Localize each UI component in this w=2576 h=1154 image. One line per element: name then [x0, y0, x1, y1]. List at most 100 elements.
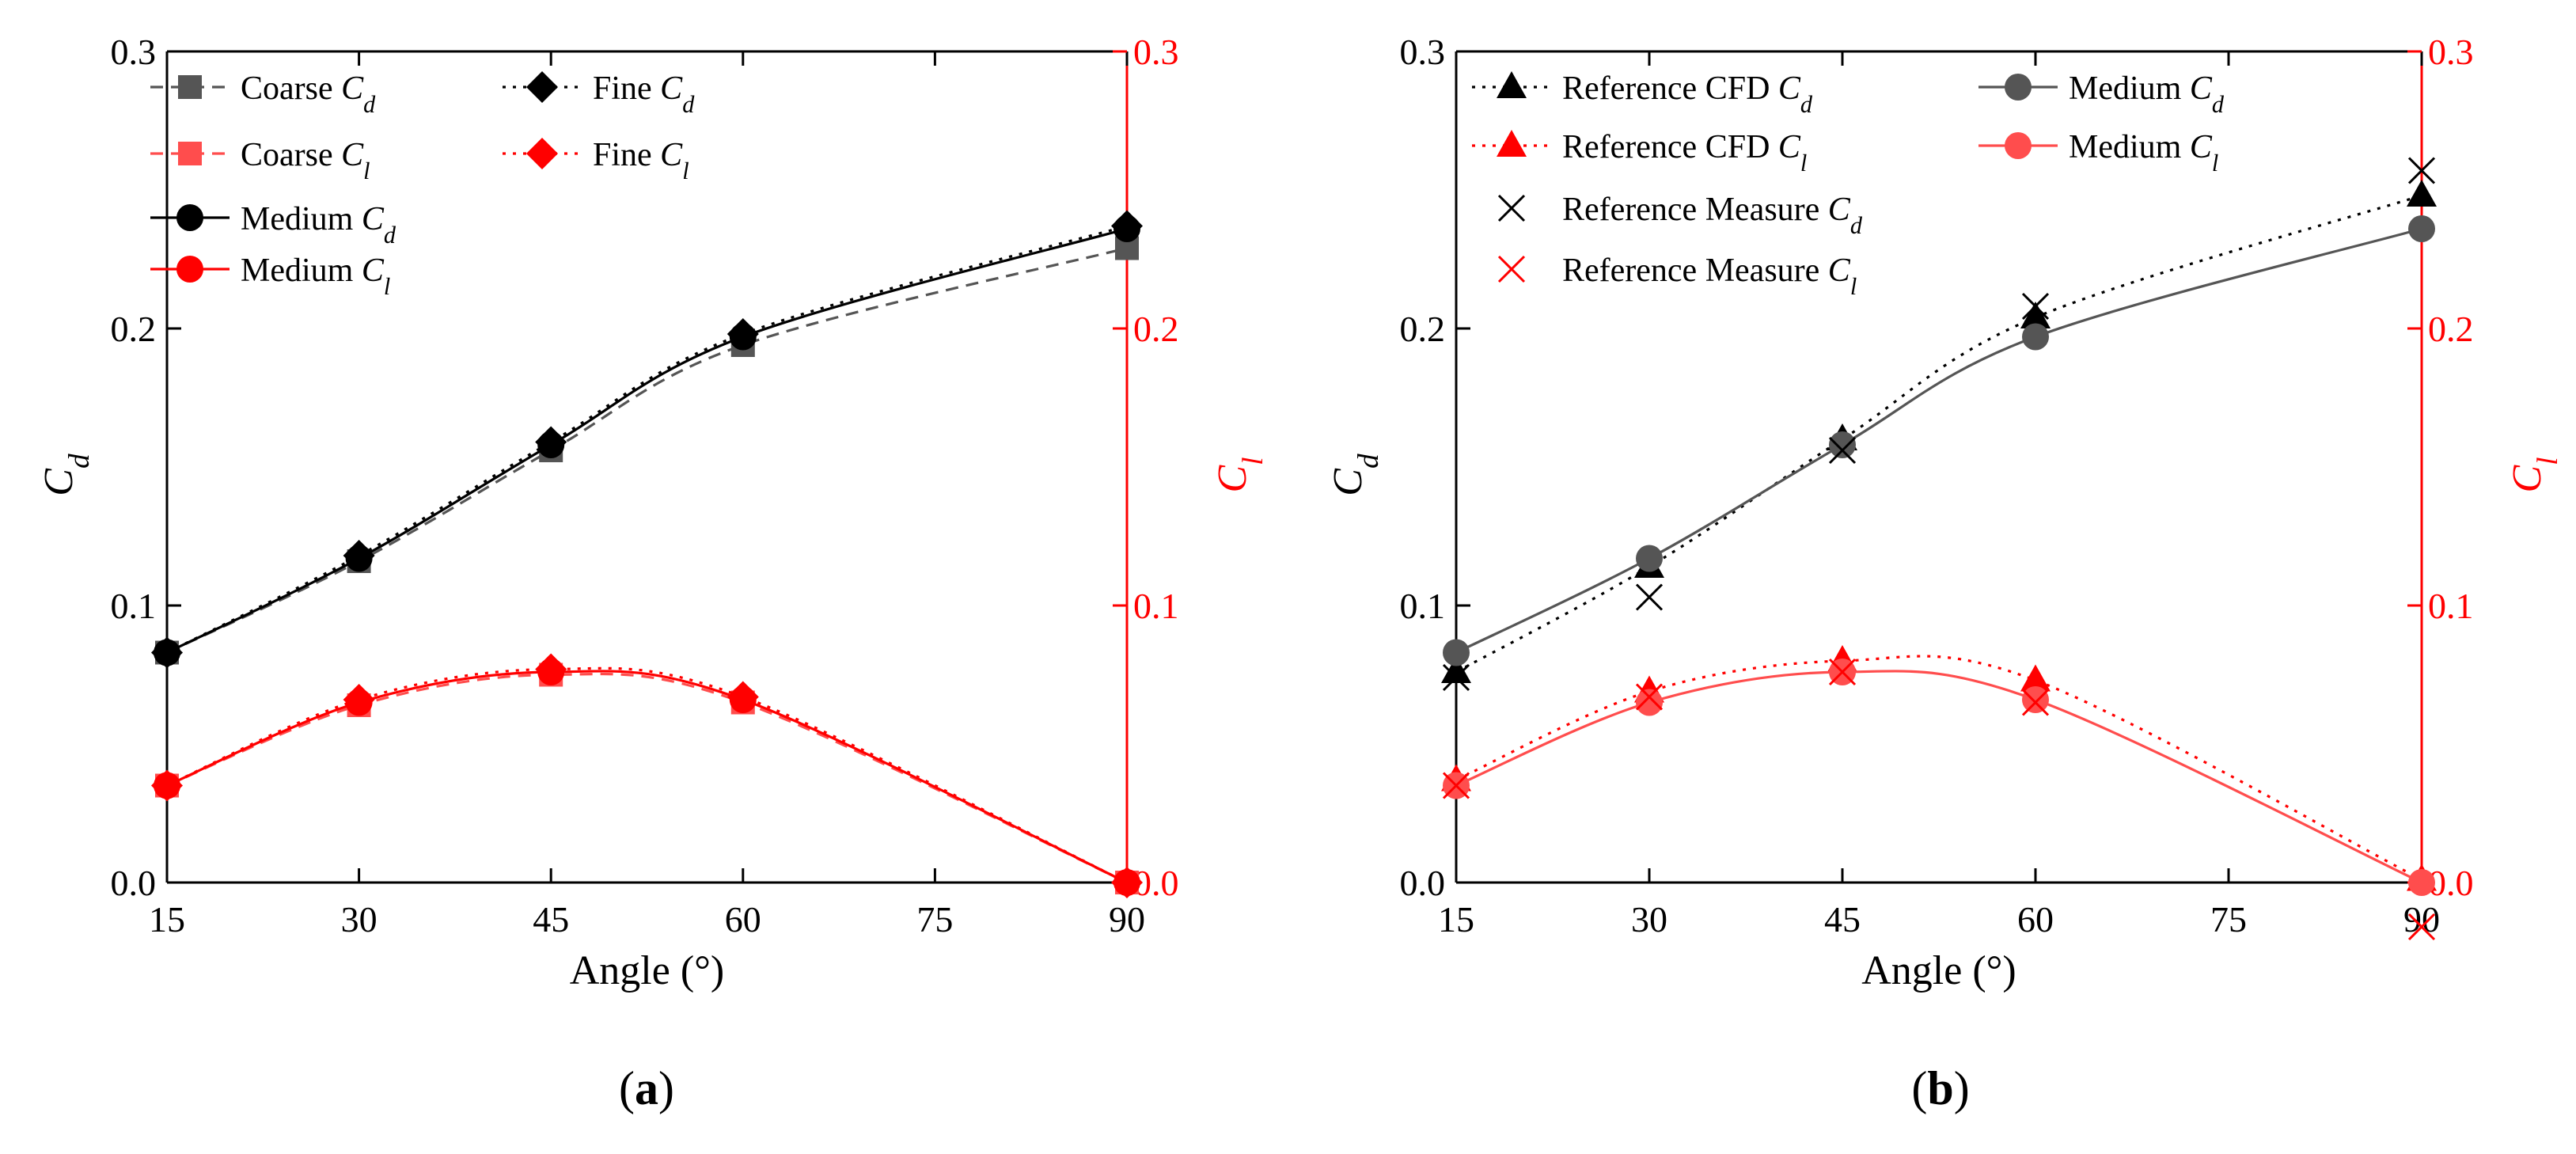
- y-axis-label-left-c: C: [1326, 468, 1371, 496]
- legend-marker: [2005, 132, 2032, 159]
- data-point: [2408, 215, 2435, 242]
- legend-label: Medium Cd: [2069, 70, 2225, 118]
- legend-item: Reference CFD Cl: [1472, 129, 1807, 177]
- data-point: [1636, 545, 1663, 572]
- legend-label-c: C: [362, 201, 385, 237]
- legend-label-base: Coarse: [241, 137, 341, 173]
- y-tick-label-right: 0.3: [1133, 32, 1179, 72]
- panel-caption: (b): [1911, 1062, 1969, 1114]
- legend-label-base: Reference CFD: [1562, 129, 1778, 165]
- data-point: [1635, 583, 1664, 611]
- x-tick-label: 75: [2210, 899, 2247, 940]
- legend-item: Fine Cd: [503, 70, 695, 118]
- data-point: [2408, 869, 2435, 896]
- y-tick-label-right: 0.2: [2428, 309, 2474, 349]
- series-line: [166, 227, 1128, 654]
- legend-item: Reference Measure Cd: [1497, 192, 1863, 239]
- x-tick-label: 90: [2403, 899, 2440, 940]
- series-medium-c-l: [154, 659, 1140, 896]
- legend-label-c: C: [341, 70, 364, 107]
- data-point: [345, 689, 373, 716]
- y-tick-label-left: 0.3: [111, 32, 157, 72]
- legend-marker: [176, 204, 203, 231]
- legend-label-base: Fine: [593, 70, 660, 107]
- series-reference-measure-c-d: [1442, 157, 2436, 692]
- data-point: [537, 659, 565, 685]
- y-tick-label-left: 0.2: [111, 309, 157, 349]
- y-axis-label-left-sub: d: [63, 454, 96, 469]
- data-point: [1636, 689, 1663, 716]
- legend-label-sub: d: [363, 91, 376, 118]
- legend-label-base: Reference Measure: [1562, 252, 1828, 289]
- caption-letter: b: [1927, 1062, 1953, 1114]
- legend-item: Reference Measure Cl: [1497, 252, 1857, 300]
- legend-marker: [1497, 71, 1527, 98]
- legend-marker: [176, 256, 203, 283]
- legend-label-c: C: [2190, 129, 2213, 165]
- x-tick-label: 60: [725, 899, 761, 940]
- legend: Reference CFD Cd Medium Cd Reference CFD C…: [1472, 70, 2225, 300]
- legend-label-base: Medium: [241, 252, 362, 289]
- x-tick-label: 75: [916, 899, 953, 940]
- legend-label-base: Medium: [241, 201, 362, 237]
- series-line: [166, 670, 1128, 884]
- y-tick-label-right: 0.1: [1133, 586, 1179, 626]
- legend-label-c: C: [1778, 129, 1801, 165]
- series-line: [166, 224, 1128, 654]
- legend-label-c: C: [1828, 252, 1851, 289]
- legend-label-c: C: [341, 137, 364, 173]
- series-line: [1455, 670, 2422, 884]
- y-axis-label-right: Cl: [1210, 457, 1269, 492]
- legend-label: Medium Cl: [241, 252, 390, 300]
- legend-marker: [178, 75, 202, 99]
- x-tick-label: 30: [341, 899, 377, 940]
- chart-panel-b: 15 30 45 60 75 900.0 0.00.1 0.10.2 0.20.3 0.3Angl…: [1326, 32, 2564, 993]
- series-coarse-c-d: [155, 236, 1139, 665]
- series-reference-measure-c-l: [1442, 658, 2436, 941]
- data-point: [1441, 656, 1471, 683]
- caption-open: (: [619, 1062, 635, 1114]
- data-point: [2022, 686, 2049, 713]
- y-axis-label-left: Cd: [36, 454, 96, 496]
- legend-item: Medium Cd: [150, 201, 396, 249]
- legend-label-c: C: [1828, 192, 1851, 228]
- data-point: [154, 639, 180, 666]
- data-point: [154, 772, 180, 799]
- panel-caption: (a): [619, 1062, 674, 1114]
- legend-label-base: Coarse: [241, 70, 341, 107]
- legend-label-base: Medium: [2069, 129, 2190, 165]
- legend-marker: [1497, 130, 1527, 157]
- data-point: [1113, 215, 1140, 242]
- x-axis-label: Angle (°): [570, 948, 725, 993]
- y-tick-label-left: 0.1: [111, 586, 157, 626]
- legend-item: Medium Cl: [150, 252, 390, 300]
- series-line: [166, 666, 1128, 884]
- series-medium-c-d: [1443, 215, 2435, 666]
- x-tick-label: 45: [1824, 899, 1861, 940]
- legend-item: Coarse Cd: [150, 70, 376, 118]
- legend-marker: [526, 138, 558, 169]
- data-point: [729, 686, 757, 713]
- y-tick-label-right: 0.2: [1133, 309, 1179, 349]
- legend-marker: [1497, 255, 1526, 283]
- y-tick-label-left: 0.3: [1400, 32, 1446, 72]
- data-point: [1442, 772, 1470, 799]
- x-tick-label: 30: [1631, 899, 1667, 940]
- series-medium-c-d: [154, 215, 1140, 666]
- data-point: [1442, 663, 1470, 692]
- legend-item: Coarse Cl: [150, 137, 370, 184]
- data-point: [1828, 436, 1857, 465]
- legend-label: Reference Measure Cd: [1562, 192, 1863, 239]
- data-point: [2407, 180, 2437, 207]
- legend-label-base: Reference Measure: [1562, 192, 1828, 228]
- y-axis-label-right-c: C: [1210, 465, 1255, 493]
- y-axis-label-right: Cl: [2505, 457, 2564, 492]
- data-point: [2407, 157, 2436, 184]
- y-tick-label-right: 0.0: [2428, 863, 2474, 903]
- y-axis-label-right-c: C: [2505, 465, 2550, 493]
- series-reference-cfd-c-l: [1441, 645, 2437, 891]
- data-point: [1635, 683, 1664, 711]
- legend-item: Reference CFD Cd: [1472, 70, 1813, 118]
